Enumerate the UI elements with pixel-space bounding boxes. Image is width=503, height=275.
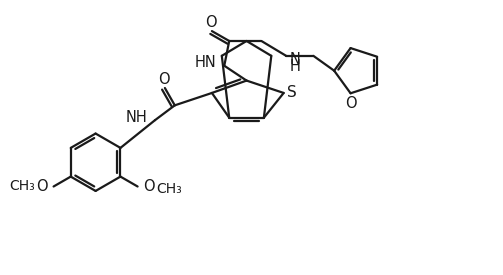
Text: CH₃: CH₃ (156, 182, 182, 196)
Text: O: O (158, 72, 170, 87)
Text: CH₃: CH₃ (9, 180, 35, 194)
Text: O: O (205, 15, 217, 30)
Text: HN: HN (195, 55, 217, 70)
Text: N: N (290, 52, 301, 67)
Text: S: S (287, 86, 297, 100)
Text: O: O (36, 179, 48, 194)
Text: O: O (345, 96, 357, 111)
Text: NH: NH (126, 110, 147, 125)
Text: O: O (143, 179, 155, 194)
Text: H: H (290, 59, 301, 74)
